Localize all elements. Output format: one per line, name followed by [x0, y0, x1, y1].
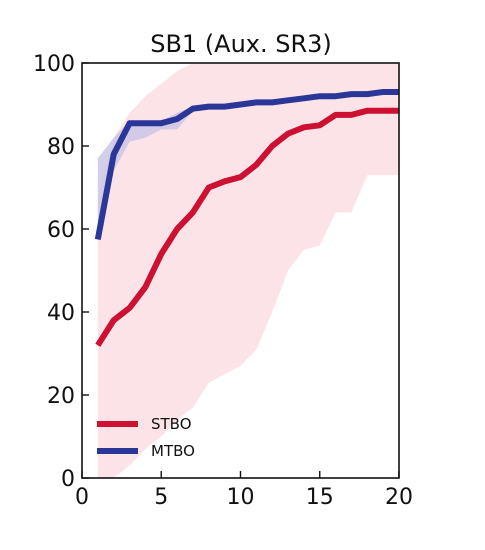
legend: STBO MTBO	[97, 415, 195, 460]
x-tick-label: 5	[154, 485, 168, 510]
y-tick-label: 20	[47, 384, 75, 409]
y-tick-label: 0	[61, 467, 75, 492]
y-tick-label: 100	[33, 52, 75, 77]
band-mtbo	[97, 90, 400, 242]
y-tick-label: 80	[47, 135, 75, 160]
line-stbo	[95, 107, 399, 347]
y-axis: 0 20 40 60 80 100	[33, 52, 89, 492]
line-mtbo	[94, 89, 399, 240]
legend-label-mtbo: MTBO	[151, 442, 195, 460]
series-lines	[94, 89, 399, 347]
confidence-bands	[97, 63, 400, 478]
y-tick-label: 60	[47, 218, 75, 243]
x-tick-label: 20	[385, 485, 413, 510]
x-tick-label: 15	[306, 485, 334, 510]
x-tick-label: 0	[75, 485, 89, 510]
legend-label-stbo: STBO	[151, 415, 192, 433]
x-axis: 0 5 10 15 20	[75, 471, 413, 510]
band-stbo	[97, 63, 400, 478]
chart-title: SB1 (Aux. SR3)	[150, 30, 332, 58]
y-tick-label: 40	[47, 301, 75, 326]
x-tick-label: 10	[227, 485, 255, 510]
